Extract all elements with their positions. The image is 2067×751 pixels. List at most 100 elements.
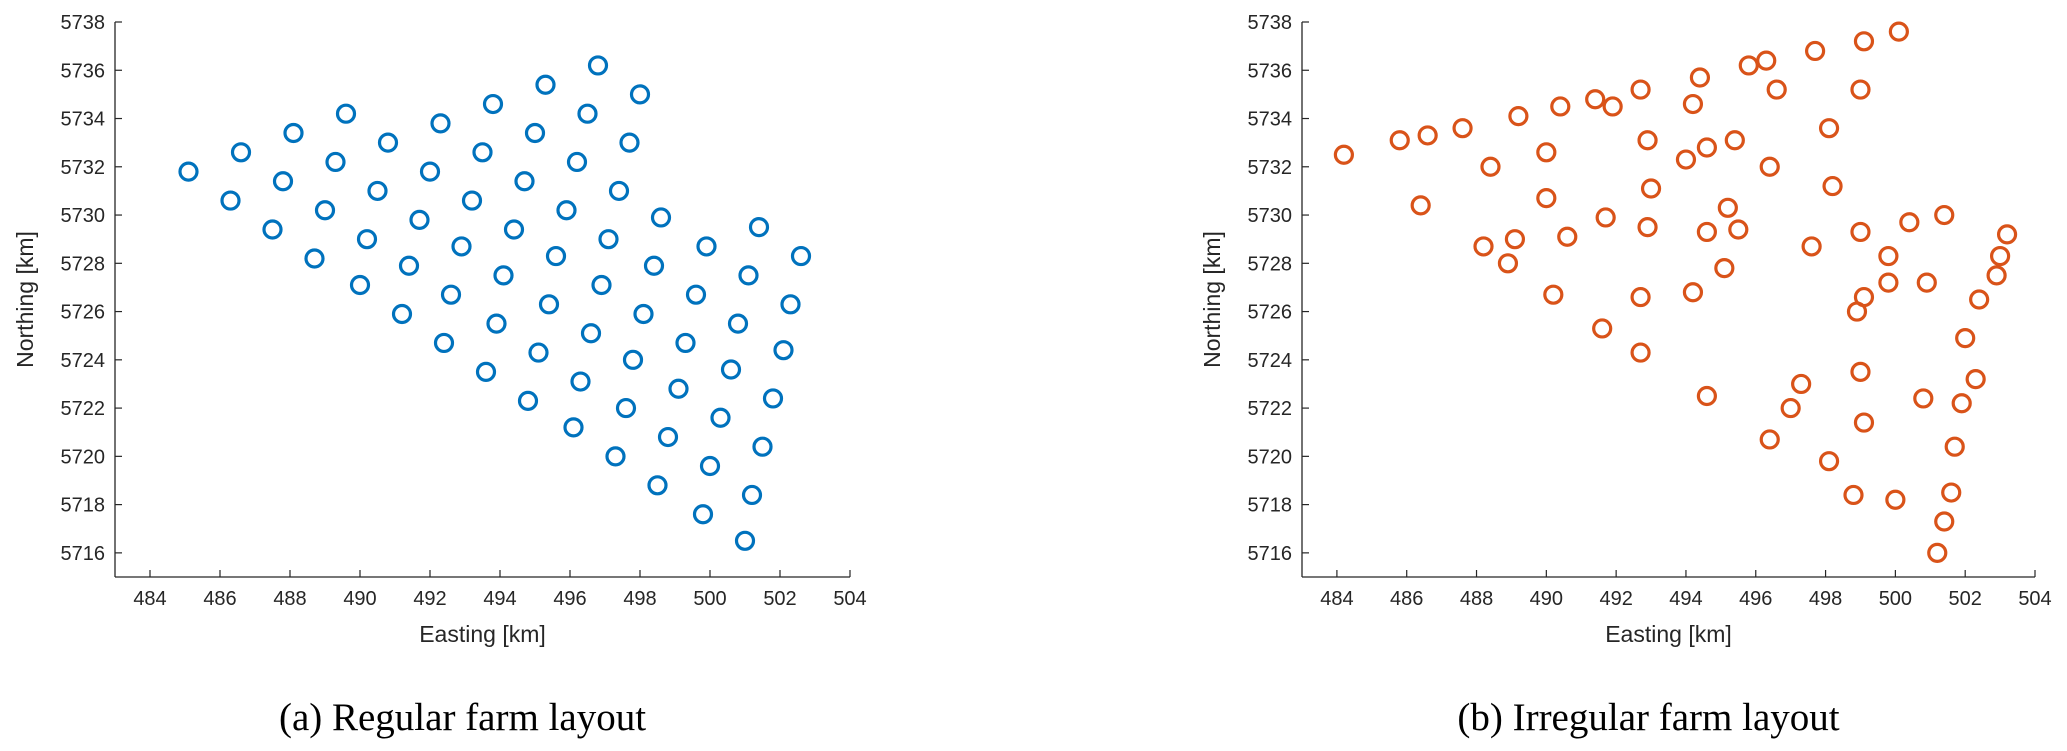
turbine-point [699, 455, 721, 477]
turbine-point [1728, 219, 1749, 240]
turbine-point [178, 161, 199, 182]
turbine-point [314, 200, 336, 221]
turbine-point [696, 236, 717, 257]
turbine-point [1899, 212, 1920, 233]
x-tick-label: 486 [203, 588, 236, 610]
turbine-point [1585, 89, 1606, 110]
turbine-point [734, 530, 756, 551]
turbine-point [1759, 156, 1780, 177]
panel-b: 484 486 488 490 492 494 496 498 500 502 504 5716 571… [1199, 12, 2052, 739]
turbine-point [1965, 369, 1986, 390]
turbine-point [1843, 484, 1864, 506]
turbine-point [1780, 397, 1801, 419]
y-tick-label: 5728 [61, 253, 106, 275]
turbine-point [1473, 236, 1494, 257]
turbine-point [430, 113, 451, 134]
y-axis-label: Northing [km] [1199, 231, 1225, 368]
turbine-point [1850, 361, 1871, 382]
turbine-point [1969, 289, 1990, 310]
turbine-point [528, 342, 549, 363]
turbine-point [1885, 489, 1906, 510]
turbine-point [1913, 388, 1934, 409]
y-tick-label: 5724 [1248, 350, 1293, 372]
turbine-point [220, 190, 241, 211]
turbine-point [283, 122, 304, 144]
x-tick-label: 484 [1320, 588, 1353, 610]
turbine-point [1850, 79, 1871, 100]
turbine-point [1759, 429, 1780, 450]
x-tick-label: 488 [1460, 588, 1493, 610]
x-axis-label: Easting [km] [419, 621, 546, 647]
x-tick-label: 498 [1809, 588, 1842, 610]
turbine-point [1822, 175, 1843, 197]
turbine-point [304, 248, 325, 269]
y-tick-label: 5724 [61, 350, 106, 372]
turbine-point [738, 265, 759, 286]
turbine-point [1536, 188, 1557, 209]
turbine-point [503, 219, 525, 240]
turbine-point [563, 417, 584, 438]
turbine-point [482, 93, 504, 115]
turbine-point [615, 397, 637, 419]
turbine-point [622, 349, 644, 370]
y-tick-label: 5730 [1248, 205, 1293, 227]
y-tick-label: 5718 [61, 495, 106, 517]
turbine-point [1689, 67, 1711, 88]
y-tick-label: 5718 [1248, 495, 1293, 517]
turbine-point [668, 378, 689, 399]
turbine-point [472, 142, 493, 163]
turbine-point [710, 407, 731, 428]
turbine-point [1878, 245, 1899, 267]
turbine-point [773, 340, 794, 361]
panel-caption: (b) Irregular farm layout [1457, 696, 1839, 739]
turbine-point [230, 142, 252, 163]
turbine-point [619, 132, 640, 153]
x-tick-label: 494 [483, 588, 516, 610]
turbine-point [1878, 272, 1899, 293]
y-tick-label: 5726 [61, 302, 106, 324]
y-axis-label: Northing [km] [12, 231, 38, 368]
panel-a: 484 486 488 490 492 494 496 498 500 502 504 5716 571… [12, 12, 867, 739]
turbine-point [608, 180, 630, 202]
turbine-point [577, 103, 598, 124]
turbine-point [524, 122, 546, 144]
turbine-point [741, 484, 763, 506]
turbine-point [1508, 106, 1529, 127]
turbine-point [1504, 229, 1526, 250]
turbine-point [1801, 236, 1822, 257]
turbine-point [1944, 436, 1965, 457]
turbine-point [391, 303, 413, 325]
turbine-point [1630, 79, 1651, 100]
turbine-point [409, 209, 430, 230]
turbine-point [780, 294, 801, 315]
turbine-point [1853, 31, 1875, 52]
turbine-point [650, 207, 672, 228]
turbine-point [1818, 451, 1840, 472]
y-tick-label: 5736 [61, 60, 106, 82]
turbine-point [1853, 286, 1875, 308]
turbine-point [419, 161, 441, 182]
turbine-point [657, 426, 679, 448]
turbine-point [675, 332, 696, 354]
turbine-point [398, 255, 420, 276]
turbine-point [335, 103, 357, 124]
turbine-point [1738, 55, 1759, 76]
turbine-point [727, 313, 749, 334]
y-tick-label: 5738 [61, 12, 106, 34]
panel-caption: (a) Regular farm layout [279, 696, 646, 739]
turbine-point [461, 190, 483, 211]
x-tick-label: 496 [1739, 588, 1772, 610]
turbine-point [1714, 258, 1735, 279]
turbine-point [1818, 118, 1840, 139]
turbine-point [1543, 284, 1564, 305]
turbine-point [325, 151, 346, 173]
turbine-point [762, 388, 784, 409]
x-tick-label: 504 [2018, 588, 2051, 610]
turbine-point [643, 255, 665, 276]
turbine-point [1850, 221, 1871, 243]
x-tick-label: 500 [1879, 588, 1912, 610]
turbine-point [1791, 373, 1812, 395]
turbine-point [486, 313, 507, 334]
turbine-point [1996, 224, 2018, 245]
